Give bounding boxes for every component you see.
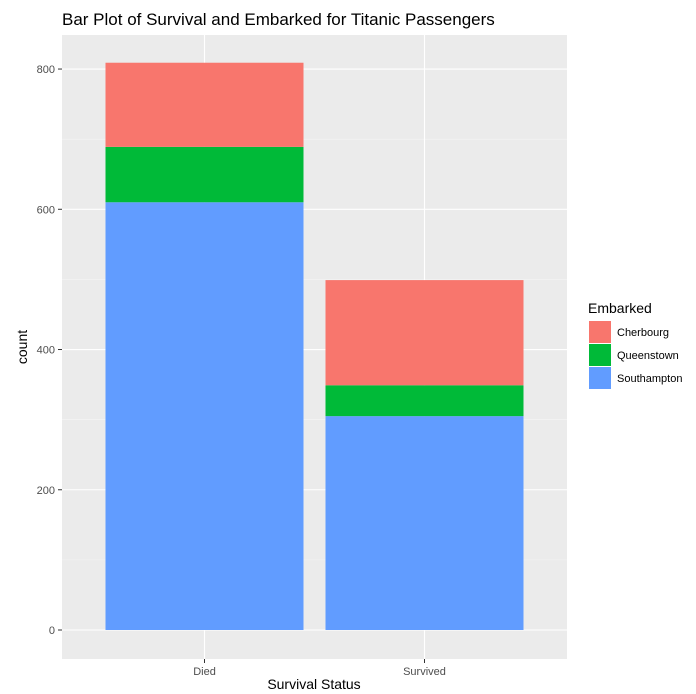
- bars-layer: [105, 62, 524, 630]
- legend-title: Embarked: [588, 300, 652, 316]
- y-tick-label: 800: [37, 64, 55, 76]
- x-tick-label: Died: [193, 666, 216, 678]
- x-axis: Died Survived: [193, 659, 446, 678]
- y-axis-title: count: [14, 330, 30, 364]
- y-tick-label: 400: [37, 345, 55, 357]
- bar-cherbourg-survived: [325, 280, 524, 386]
- legend-key-southampton: [589, 367, 611, 389]
- legend-label-southampton: Southampton: [617, 373, 682, 385]
- x-axis-title: Survival Status: [267, 676, 360, 692]
- x-tick-label: Survived: [403, 666, 446, 678]
- bar-southampton-died: [105, 202, 304, 630]
- bar-queenstown-survived: [325, 385, 524, 417]
- legend-key-queenstown: [589, 344, 611, 366]
- chart-title: Bar Plot of Survival and Embarked for Ti…: [62, 10, 495, 29]
- y-tick-label: 0: [49, 625, 55, 637]
- legend: Embarked Cherbourg Queenstown Southampton: [588, 300, 682, 389]
- y-tick-label: 200: [37, 485, 55, 497]
- bar-queenstown-died: [105, 146, 304, 203]
- bar-southampton-survived: [325, 416, 524, 630]
- legend-label-queenstown: Queenstown: [617, 350, 679, 362]
- y-tick-label: 600: [37, 204, 55, 216]
- bar-cherbourg-died: [105, 62, 304, 147]
- legend-key-cherbourg: [589, 321, 611, 343]
- legend-label-cherbourg: Cherbourg: [617, 327, 669, 339]
- y-axis: 0 200 400 600 800: [37, 64, 62, 637]
